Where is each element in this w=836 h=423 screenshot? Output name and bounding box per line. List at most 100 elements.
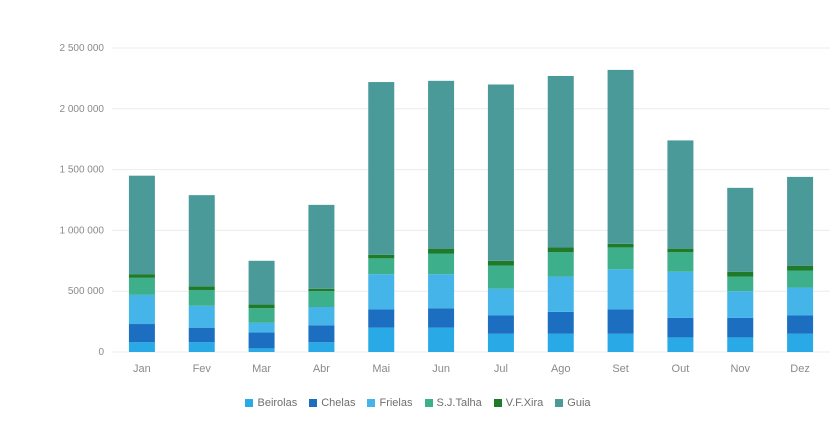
bar-segment-chelas xyxy=(607,309,634,334)
legend-label: S.J.Talha xyxy=(436,397,482,409)
bar-segment-guia xyxy=(368,82,395,255)
bar-segment-beirolas xyxy=(248,348,275,352)
bar-segment-v-f-xira xyxy=(547,247,574,253)
legend-item: V.F.Xira xyxy=(493,397,544,409)
bar-segment-guia xyxy=(787,176,814,266)
x-tick-label: Mai xyxy=(372,363,390,375)
y-tick-label: 1 000 000 xyxy=(60,225,105,236)
legend-item: Chelas xyxy=(309,397,355,409)
legend-swatch xyxy=(309,399,318,407)
y-tick-label: 2 000 000 xyxy=(60,104,105,115)
legend-label: Chelas xyxy=(321,397,356,409)
bar-segment-s-j-talha xyxy=(727,276,754,292)
bar-segment-beirolas xyxy=(607,333,634,352)
legend-swatch xyxy=(555,399,564,407)
bar-segment-s-j-talha xyxy=(667,252,694,272)
bar-segment-guia xyxy=(188,195,215,287)
bar-segment-s-j-talha xyxy=(308,291,335,308)
x-tick-label: Dez xyxy=(790,363,810,375)
bar-segment-s-j-talha xyxy=(368,258,395,275)
bar-segment-v-f-xira xyxy=(727,271,754,277)
legend-swatch xyxy=(424,399,433,407)
bar-segment-v-f-xira xyxy=(428,248,455,254)
bar-segment-chelas xyxy=(188,327,215,343)
bar-segment-frielas xyxy=(787,287,814,316)
bar-segment-frielas xyxy=(428,274,455,309)
bar-segment-beirolas xyxy=(727,337,754,352)
legend-label: Guia xyxy=(567,397,591,409)
bar-segment-guia xyxy=(428,80,455,249)
x-tick-label: Out xyxy=(672,363,690,375)
x-tick-label: Set xyxy=(612,363,629,375)
legend-label: Frielas xyxy=(379,397,413,409)
bar-segment-beirolas xyxy=(188,342,215,352)
bar-segment-guia xyxy=(308,204,335,289)
bar-segment-chelas xyxy=(368,309,395,328)
bar-segment-s-j-talha xyxy=(248,308,275,323)
x-tick-label: Nov xyxy=(730,363,750,375)
bar-segment-s-j-talha xyxy=(428,253,455,275)
bar-segment-frielas xyxy=(308,307,335,326)
bar-segment-frielas xyxy=(727,291,754,318)
bars xyxy=(128,69,814,352)
bar-segment-chelas xyxy=(727,317,754,338)
y-tick-label: 0 xyxy=(98,347,104,358)
x-tick-label: Jun xyxy=(432,363,450,375)
bar-segment-guia xyxy=(727,187,754,272)
bar-segment-chelas xyxy=(547,311,574,334)
bar-segment-frielas xyxy=(128,294,155,325)
bar-segment-guia xyxy=(248,260,275,305)
bar-segment-frielas xyxy=(248,322,275,333)
gridlines xyxy=(112,47,830,353)
y-tick-label: 1 500 000 xyxy=(60,165,105,176)
bar-segment-guia xyxy=(547,75,574,248)
bar-segment-beirolas xyxy=(547,333,574,352)
bar-segment-beirolas xyxy=(667,337,694,352)
x-tick-label: Ago xyxy=(551,363,571,375)
legend-item: S.J.Talha xyxy=(424,397,482,409)
bar-segment-guia xyxy=(487,84,514,261)
bar-segment-s-j-talha xyxy=(128,277,155,295)
x-tick-label: Mar xyxy=(252,363,271,375)
legend-swatch xyxy=(367,399,376,407)
bar-segment-chelas xyxy=(248,332,275,349)
legend-swatch xyxy=(245,399,254,407)
bar-segment-v-f-xira xyxy=(787,265,814,271)
bar-segment-beirolas xyxy=(428,327,455,352)
bar-segment-chelas xyxy=(487,315,514,334)
bar-segment-guia xyxy=(607,69,634,244)
bar-segment-s-j-talha xyxy=(487,265,514,289)
bar-segment-frielas xyxy=(667,271,694,318)
bar-segment-v-f-xira xyxy=(607,243,634,248)
bar-segment-v-f-xira xyxy=(248,304,275,309)
bar-segment-v-f-xira xyxy=(368,254,395,259)
bar-segment-beirolas xyxy=(128,342,155,352)
bar-segment-guia xyxy=(128,175,155,275)
bar-segment-chelas xyxy=(308,325,335,343)
y-axis: 0 500 000 1 000 000 1 500 000 2 000 000 2 500… xyxy=(60,43,105,358)
legend-item: Frielas xyxy=(367,397,413,409)
bar-segment-frielas xyxy=(607,269,634,310)
bar-segment-beirolas xyxy=(368,327,395,352)
x-axis: Jan Fev Mar Abr Mai Jun Jul Ago Set Out Nov Dez xyxy=(133,363,810,375)
bar-segment-guia xyxy=(667,140,694,249)
legend-label: V.F.Xira xyxy=(505,397,544,409)
bar-segment-v-f-xira xyxy=(487,260,514,266)
bar-segment-chelas xyxy=(428,308,455,328)
bar-segment-v-f-xira xyxy=(188,286,215,290)
x-tick-label: Jul xyxy=(494,363,508,375)
bar-segment-s-j-talha xyxy=(787,270,814,288)
legend-swatch xyxy=(493,399,502,407)
bar-segment-v-f-xira xyxy=(667,248,694,253)
x-tick-label: Jan xyxy=(133,363,151,375)
bar-segment-v-f-xira xyxy=(128,274,155,278)
legend-label: Beirolas xyxy=(257,397,298,409)
bar-segment-s-j-talha xyxy=(188,289,215,306)
bar-segment-beirolas xyxy=(787,333,814,352)
bar-segment-frielas xyxy=(547,276,574,312)
bar-segment-s-j-talha xyxy=(547,252,574,277)
y-tick-label: 2 500 000 xyxy=(60,43,105,54)
x-tick-label: Fev xyxy=(193,363,212,375)
bar-segment-chelas xyxy=(128,324,155,343)
